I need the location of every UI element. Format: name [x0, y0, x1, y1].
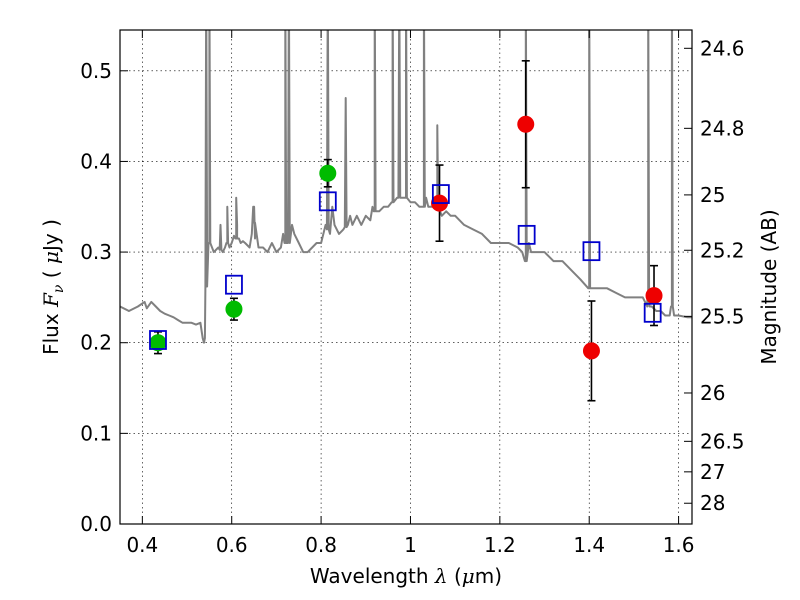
y-axis-label: Flux Fν ( μJy ) [39, 219, 67, 355]
x-axis-label-mu: μ [462, 564, 475, 588]
x-tick-label: 1.4 [573, 533, 605, 557]
x-tick-label: 1.6 [663, 533, 695, 557]
x-axis-label-open: ( [448, 564, 462, 588]
x-axis-label-prefix: Wavelength [310, 564, 435, 588]
points-layer [149, 60, 663, 402]
x-axis-label-lambda: λ [434, 564, 448, 588]
y-axis-label-unit: Jy [39, 233, 63, 253]
y2-tick-label: 25 [700, 183, 725, 207]
y-axis-label-prefix: Flux [39, 307, 63, 355]
green-data-point [225, 300, 243, 318]
y2-tick-label: 25.5 [700, 304, 745, 328]
model-photometry-square [225, 274, 243, 295]
y-tick-label: 0.0 [80, 512, 112, 536]
model-photometry-square [149, 330, 167, 350]
y-tick-label: 0.5 [80, 59, 112, 83]
plot-frame [119, 29, 693, 525]
model-photometry-square [431, 184, 450, 204]
y-axis-label-subscript: ν [51, 284, 67, 293]
y-axis-label-symbol: F [39, 292, 63, 308]
model-spectrum-line [120, 30, 692, 344]
red-data-point [517, 115, 535, 133]
y2-tick-label: 25.2 [700, 238, 745, 262]
model-layer [120, 30, 692, 344]
x-tick-label: 0.8 [305, 533, 337, 557]
y2-tick-label: 26 [700, 381, 725, 405]
model-photometry-square [517, 224, 536, 245]
y-axis-label-mu: μ [39, 251, 63, 264]
model-photometry-square [318, 191, 337, 212]
x-axis-label: Wavelength λ (μm) [310, 564, 502, 588]
red-data-point [645, 287, 663, 305]
y-axis-label-close: ) [39, 219, 63, 233]
y-tick-label: 0.3 [80, 240, 112, 264]
y-tick-label: 0.1 [80, 421, 112, 445]
ticks-layer: 0.4 0.6 0.8 1 1.2 1.4 1.6 0.0 0.1 0.2 0.3 0.4 0.5 24.… [80, 30, 745, 557]
y2-tick-label: 26.5 [700, 429, 745, 453]
green-data-point [319, 164, 337, 182]
x-tick-label: 1.2 [484, 533, 516, 557]
y2-axis-label: Magnitude (AB) [757, 209, 781, 364]
y-tick-label: 0.4 [80, 149, 112, 173]
x-tick-label: 0.4 [126, 533, 158, 557]
x-tick-label: 0.6 [216, 533, 248, 557]
y2-tick-label: 27 [700, 460, 725, 484]
y2-tick-label: 28 [700, 491, 725, 515]
x-axis-label-unit: m) [475, 564, 502, 588]
y2-tick-label: 24.6 [700, 36, 745, 60]
y-axis-label-open: ( [39, 264, 63, 285]
model-photometry-square [582, 241, 601, 262]
y-tick-label: 0.2 [80, 331, 112, 355]
y2-tick-label: 24.8 [700, 116, 745, 140]
model-photometry-square [643, 302, 662, 323]
x-tick-label: 1 [404, 533, 417, 557]
red-data-point [582, 342, 600, 360]
